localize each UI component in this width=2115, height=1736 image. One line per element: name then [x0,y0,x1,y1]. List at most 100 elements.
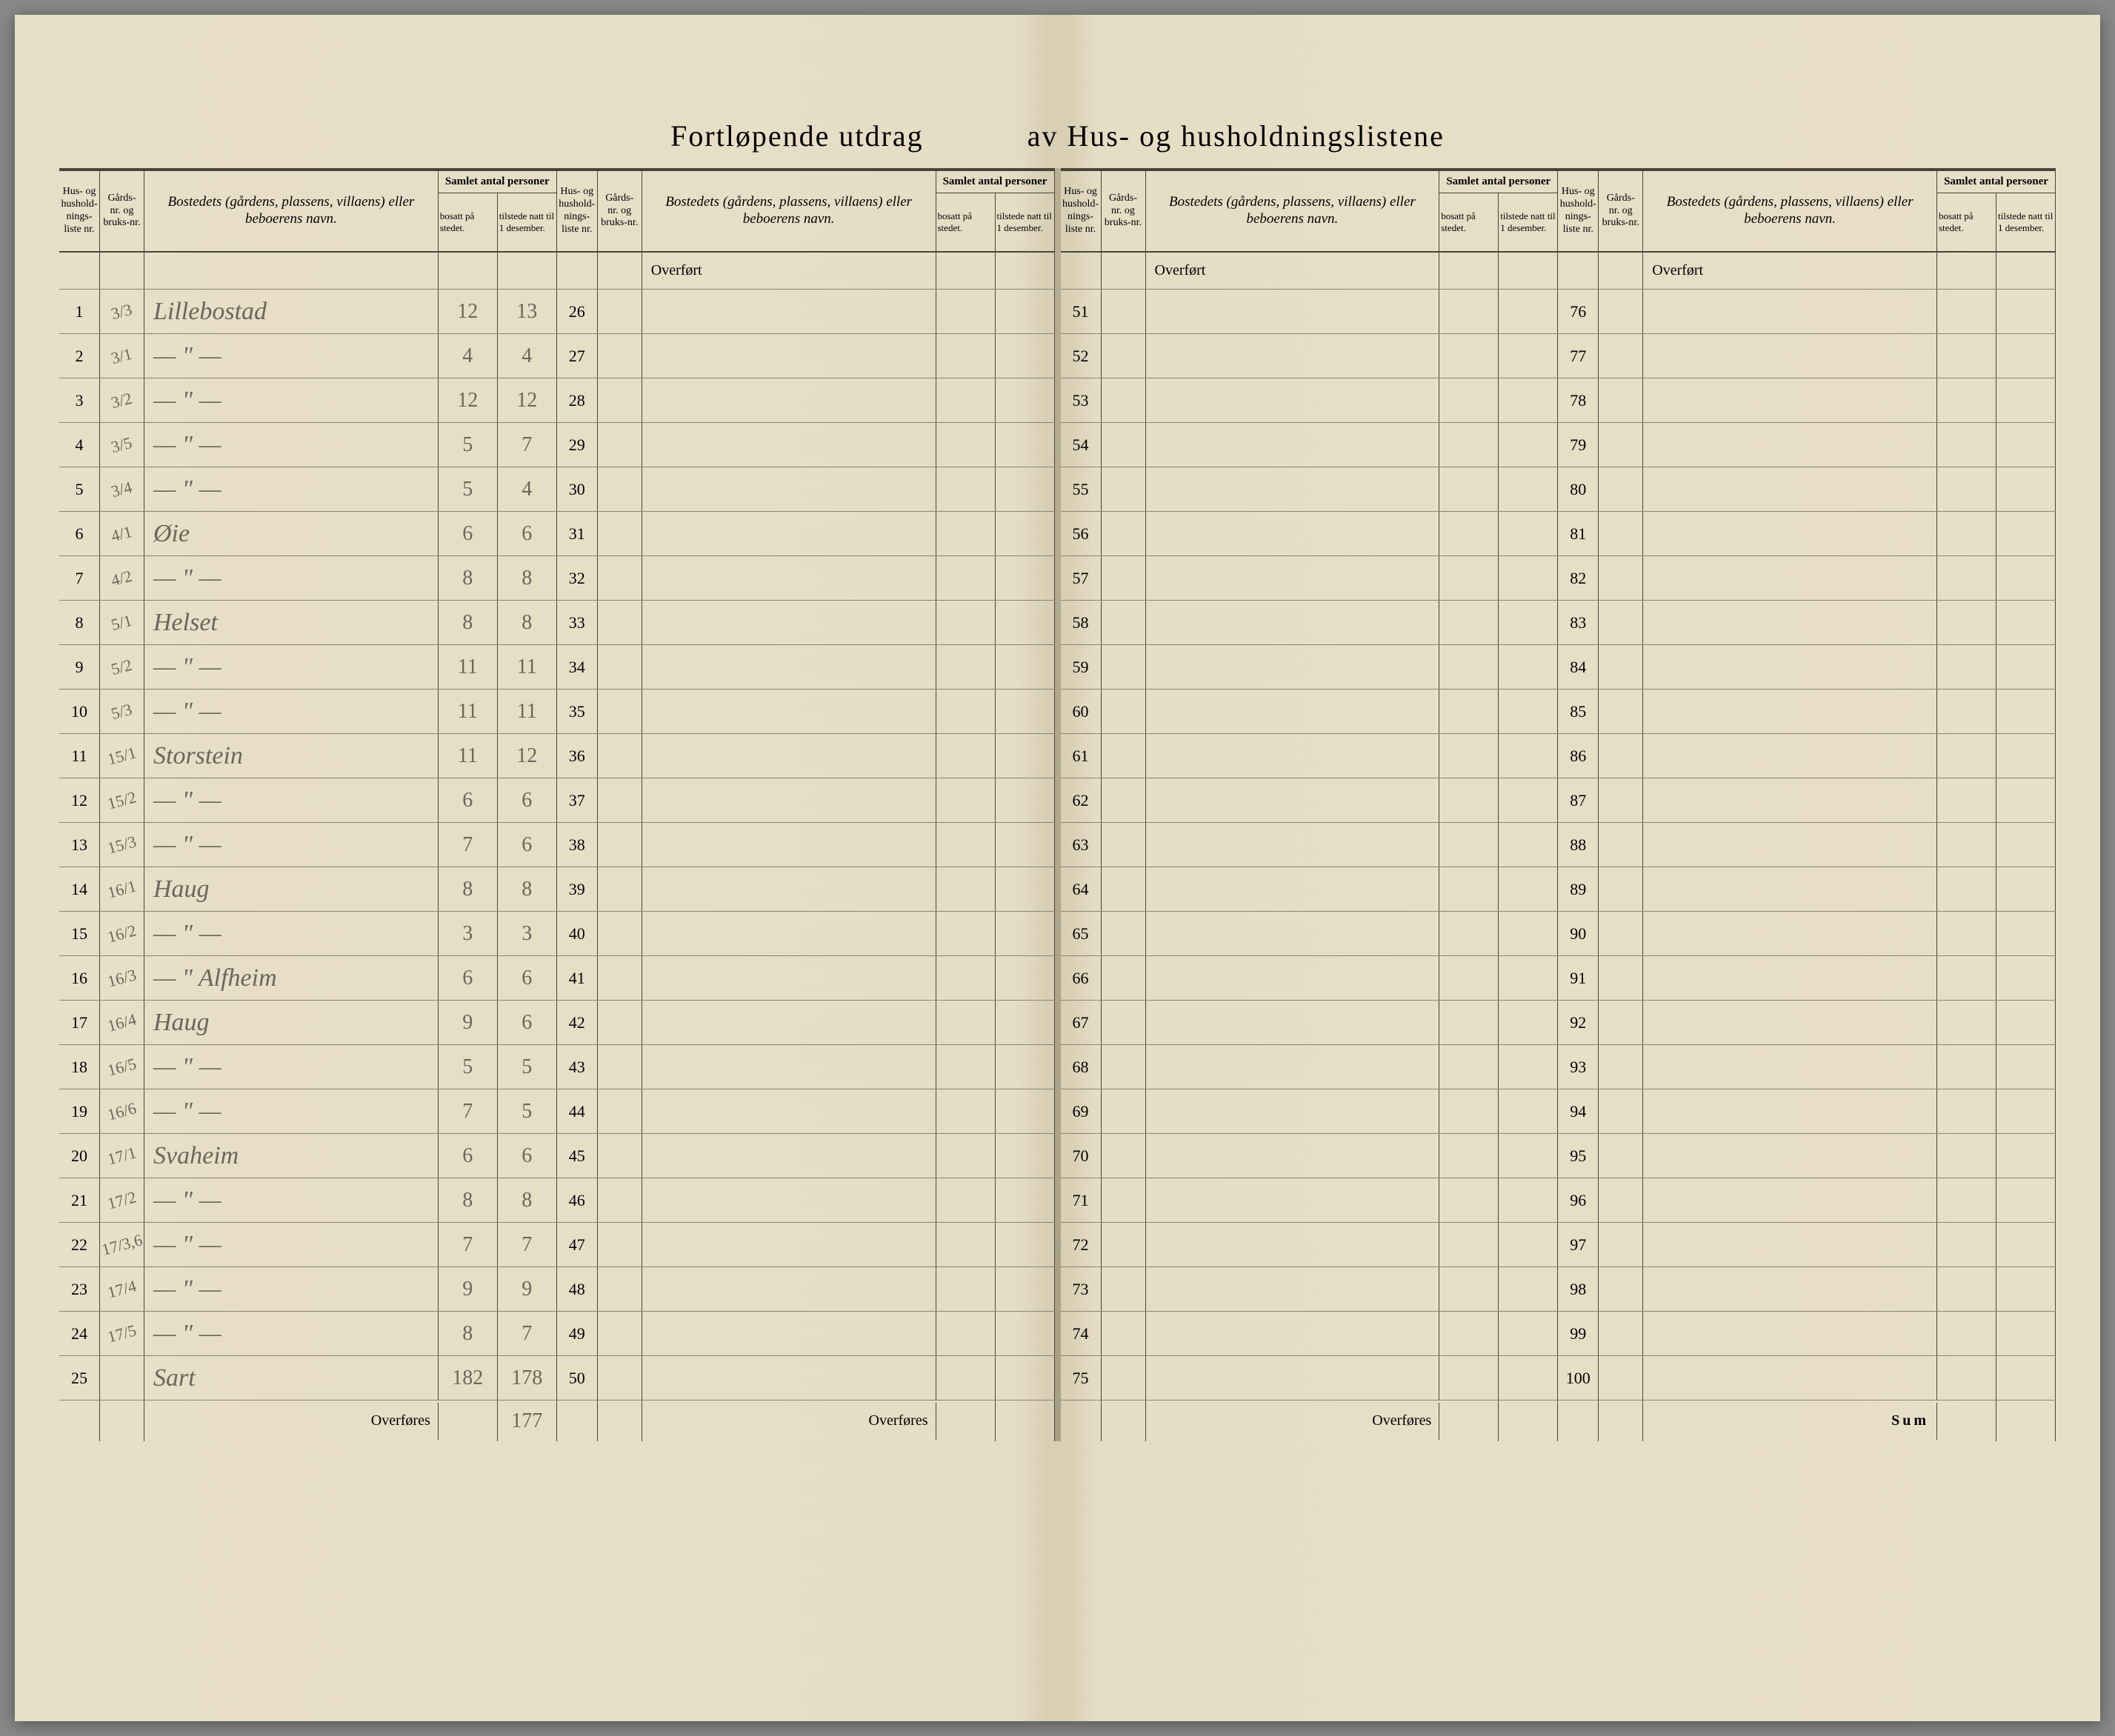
row-nr: 22 [59,1223,100,1266]
row-name: Øie [144,512,439,555]
row-name: — " — [144,423,439,467]
table-row: 1516/2— " —33 [59,912,557,956]
table-row: 86 [1558,734,2056,778]
row-nr: 94 [1558,1089,1599,1133]
table-row: 54 [1061,423,1559,467]
row-nr: 46 [557,1178,598,1222]
row-nr: 88 [1558,823,1599,867]
table-row: 23/1— " —44 [59,334,557,378]
row-nr: 9 [59,645,100,689]
hdr-bosatt: bosatt på stedet. [439,193,498,251]
row-bosatt: 11 [439,645,498,689]
row-tilstede: 6 [498,1134,557,1178]
table-row: 58 [1061,601,1559,645]
row-gard: 16/6 [100,1089,144,1133]
row-nr: 53 [1061,378,1102,422]
row-name: Haug [144,1001,439,1044]
table-row: 1416/1Haug88 [59,867,557,912]
row-tilstede: 6 [498,823,557,867]
row-nr: 40 [557,912,598,955]
row-name: Svaheim [144,1134,439,1178]
row-bosatt: 8 [439,1178,498,1222]
table-row: 43 [557,1045,1055,1089]
row-bosatt: 7 [439,823,498,867]
row-tilstede: 5 [498,1045,557,1089]
row-name: Lillebostad [144,290,439,333]
table-row: 61 [1061,734,1559,778]
table-row: 1816/5— " —55 [59,1045,557,1089]
row-tilstede: 5 [498,1089,557,1133]
row-bosatt: 7 [439,1089,498,1133]
row-tilstede: 8 [498,867,557,911]
table-row: 49 [557,1312,1055,1356]
row-tilstede: 7 [498,1312,557,1355]
row-nr: 69 [1061,1089,1102,1133]
block3-footer: Overføres [1061,1401,1559,1441]
row-nr: 86 [1558,734,1599,778]
table-row: 69 [1061,1089,1559,1134]
row-name: — " — [144,334,439,378]
overfort-row: Overført [1061,253,1559,290]
row-tilstede: 6 [498,512,557,555]
row-nr: 41 [557,956,598,1000]
row-bosatt: 6 [439,512,498,555]
title-left: Fortløpende utdrag [670,118,924,153]
row-gard: 5/1 [100,601,144,644]
row-tilstede: 4 [498,467,557,511]
table-header: Hus- og hushold-nings-liste nr. Gårds-nr… [1061,171,1559,253]
hdr-tilstede: tilstede natt til 1 desember. [1499,193,1557,251]
table-row: 90 [1558,912,2056,956]
row-nr: 55 [1061,467,1102,511]
row-nr: 77 [1558,334,1599,378]
panels: Hus- og hushold-nings-liste nr. Gårds-nr… [59,168,2056,1441]
table-row: 53 [1061,378,1559,423]
row-nr: 27 [557,334,598,378]
table-row: 35 [557,690,1055,734]
hdr-bosatt: bosatt på stedet. [936,193,996,251]
table-row: 43/5— " —57 [59,423,557,467]
row-nr: 34 [557,645,598,689]
row-nr: 76 [1558,290,1599,333]
table-row: 40 [557,912,1055,956]
row-nr: 17 [59,1001,100,1044]
row-name: — " — [144,467,439,511]
row-nr: 38 [557,823,598,867]
row-nr: 25 [59,1356,100,1400]
row-name: — " — [144,378,439,422]
row-nr: 7 [59,556,100,600]
table-row: 1916/6— " —75 [59,1089,557,1134]
row-name: — " — [144,1089,439,1133]
table-header: Hus- og hushold-nings-liste nr. Gårds-nr… [557,171,1055,253]
block4-footer: Sum [1558,1401,2056,1441]
table-row: 98 [1558,1267,2056,1312]
row-nr: 96 [1558,1178,1599,1222]
row-tilstede: 4 [498,334,557,378]
row-nr: 32 [557,556,598,600]
row-nr: 65 [1061,912,1102,955]
table-row: 51 [1061,290,1559,334]
row-nr: 85 [1558,690,1599,733]
table-row: 1315/3— " —76 [59,823,557,867]
table-row: 52 [1061,334,1559,378]
table-row: 76 [1558,290,2056,334]
table-row: 60 [1061,690,1559,734]
table-row: 79 [1558,423,2056,467]
row-nr: 63 [1061,823,1102,867]
row-nr: 10 [59,690,100,733]
row-name: — " — [144,1178,439,1222]
row-nr: 54 [1061,423,1102,467]
row-nr: 21 [59,1178,100,1222]
row-nr: 33 [557,601,598,644]
row-nr: 26 [557,290,598,333]
table-row: 62 [1061,778,1559,823]
row-nr: 24 [59,1312,100,1355]
row-nr: 28 [557,378,598,422]
table-row: 37 [557,778,1055,823]
table-row: 46 [557,1178,1055,1223]
table-row: 85 [1558,690,2056,734]
hdr-hus-nr: Hus- og hushold-nings-liste nr. [557,171,598,251]
row-name: Helset [144,601,439,644]
hdr-samlet-label: Samlet antal personer [439,171,556,193]
table-row: 31 [557,512,1055,556]
row-tilstede: 8 [498,601,557,644]
